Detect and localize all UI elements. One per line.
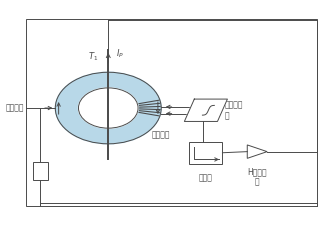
- Text: 积分器: 积分器: [199, 173, 213, 182]
- Text: 励磁绕组: 励磁绕组: [151, 130, 170, 140]
- FancyBboxPatch shape: [189, 142, 222, 164]
- Circle shape: [78, 88, 138, 128]
- Polygon shape: [184, 99, 227, 122]
- Text: $I_P$: $I_P$: [116, 47, 124, 60]
- Circle shape: [55, 72, 161, 144]
- Text: $R_w$: $R_w$: [35, 164, 46, 177]
- Text: 反馈绕组: 反馈绕组: [5, 104, 24, 112]
- Text: $T_1$: $T_1$: [88, 51, 99, 63]
- Text: H桥驱动
器: H桥驱动 器: [247, 167, 267, 187]
- FancyBboxPatch shape: [33, 162, 48, 180]
- Text: 磁滞比较
器: 磁滞比较 器: [225, 101, 243, 120]
